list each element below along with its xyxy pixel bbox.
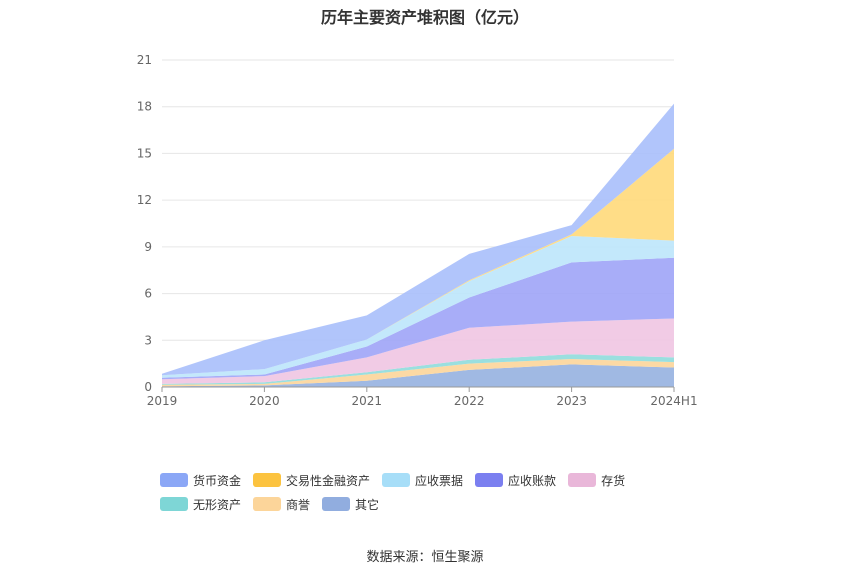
legend-item[interactable]: 交易性金融资产 [253,472,370,488]
data-source-note: 数据来源：恒生聚源 [366,550,484,565]
legend-item[interactable]: 商誉 [253,496,310,512]
legend-item[interactable]: 应收票据 [382,472,463,488]
chart-legend: 货币资金 交易性金融资产 应收票据 应收账款 存货无形资产 商誉 其它 [160,472,720,520]
area-series [162,236,674,378]
area-series [162,318,674,384]
area-series [162,364,674,387]
area-series [162,257,674,380]
x-tick-label: 2020 [249,394,280,408]
legend-swatch [382,473,411,487]
legend-label: 其它 [355,497,380,512]
y-tick-label: 15 [137,146,152,160]
y-tick-label: 12 [137,193,152,207]
legend-swatch [322,497,351,511]
legend-label: 交易性金融资产 [286,473,371,488]
y-tick-label: 21 [137,53,152,67]
legend-swatch [253,497,282,511]
chart-title: 历年主要资产堆积图（亿元） [320,8,529,27]
legend-item[interactable]: 应收账款 [475,472,556,488]
legend-swatch [160,497,188,511]
legend-swatch [568,473,597,487]
legend-label: 应收账款 [508,473,557,488]
legend-item[interactable]: 货币资金 [160,472,241,488]
legend-swatch [253,473,282,487]
legend-label: 商誉 [286,497,311,512]
x-tick-label: 2021 [352,394,383,408]
legend-swatch [160,473,188,487]
y-tick-label: 6 [144,287,152,301]
legend-item[interactable]: 其它 [322,496,379,512]
y-tick-label: 9 [144,240,152,254]
area-series [162,354,674,385]
legend-label: 货币资金 [193,473,242,488]
legend-item[interactable]: 无形资产 [160,496,241,512]
x-tick-label: 2024H1 [650,394,697,408]
legend-label: 应收票据 [415,473,464,488]
legend-item[interactable]: 存货 [568,472,625,488]
x-tick-label: 2022 [454,394,485,408]
legend-label: 存货 [601,473,626,488]
y-tick-label: 0 [144,380,152,394]
y-tick-label: 18 [137,100,152,114]
stacked-area-chart: 0 3 6 9 12 15 18 21 2019 2020 2021 2022 2023 2024H1 [137,53,698,408]
x-tick-label: 2019 [147,394,178,408]
area-series [162,359,674,387]
legend-swatch [475,473,504,487]
legend-label: 无形资产 [193,497,242,512]
x-tick-label: 2023 [556,394,587,408]
y-tick-label: 3 [144,333,152,347]
